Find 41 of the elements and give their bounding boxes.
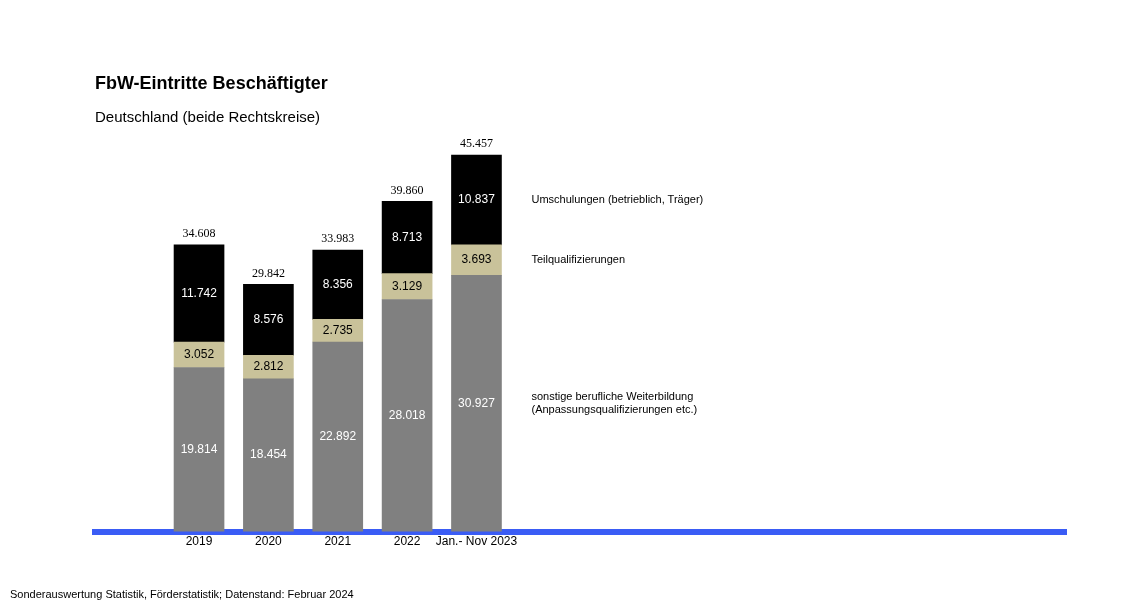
data-label: 3.693 (461, 252, 492, 267)
data-label: 8.713 (392, 229, 423, 244)
bar (243, 378, 294, 532)
bar (243, 284, 294, 356)
x-tick-label: 2021 (324, 534, 352, 549)
data-label: 18.454 (250, 447, 288, 462)
x-tick-label: 2020 (255, 534, 283, 549)
text: sonstige berufliche Weiterbildung (Anpassungsqualifizierungen etc.) (531, 390, 698, 416)
chart-title: FbW-Eintritte Beschäftigter (95, 72, 328, 93)
data-label: 3.052 (184, 347, 215, 362)
data-label: 28.018 (388, 407, 426, 422)
text: Teilqualifizierungen (531, 253, 626, 266)
data-label: 3.129 (392, 278, 423, 293)
data-label: 10.837 (458, 192, 496, 207)
chart-subtitle: Deutschland (beide Rechtskreise) (95, 107, 321, 125)
bar (451, 275, 502, 532)
total-label: 33.983 (321, 231, 355, 246)
bar (173, 244, 225, 343)
data-label: 2.735 (322, 322, 354, 337)
bar (381, 299, 433, 532)
data-label: 8.356 (322, 277, 354, 292)
bar (312, 341, 364, 532)
x-tick-label: Jan.- Nov 2023 (435, 534, 518, 549)
data-label: 19.814 (180, 441, 218, 456)
total-label: 39.860 (390, 182, 424, 197)
text: Sonderauswertung Statistik, Förderstatistik; Datenstand: Februar 2024 (10, 587, 354, 600)
data-label: 11.742 (181, 285, 218, 300)
total-label: 45.457 (459, 136, 493, 151)
text: Umschulungen (betrieblich, Träger) (531, 192, 704, 205)
data-label: 8.576 (253, 312, 284, 327)
bar (381, 201, 433, 274)
bar (312, 249, 364, 320)
data-label: 2.812 (253, 359, 284, 374)
bar (451, 154, 502, 246)
x-tick-label: 2019 (185, 534, 213, 549)
total-label: 34.608 (182, 226, 216, 241)
data-label: 22.892 (319, 429, 357, 444)
total-label: 29.842 (251, 265, 285, 280)
bar (173, 367, 225, 532)
x-tick-label: 2022 (393, 534, 421, 549)
data-label: 30.927 (458, 395, 496, 410)
